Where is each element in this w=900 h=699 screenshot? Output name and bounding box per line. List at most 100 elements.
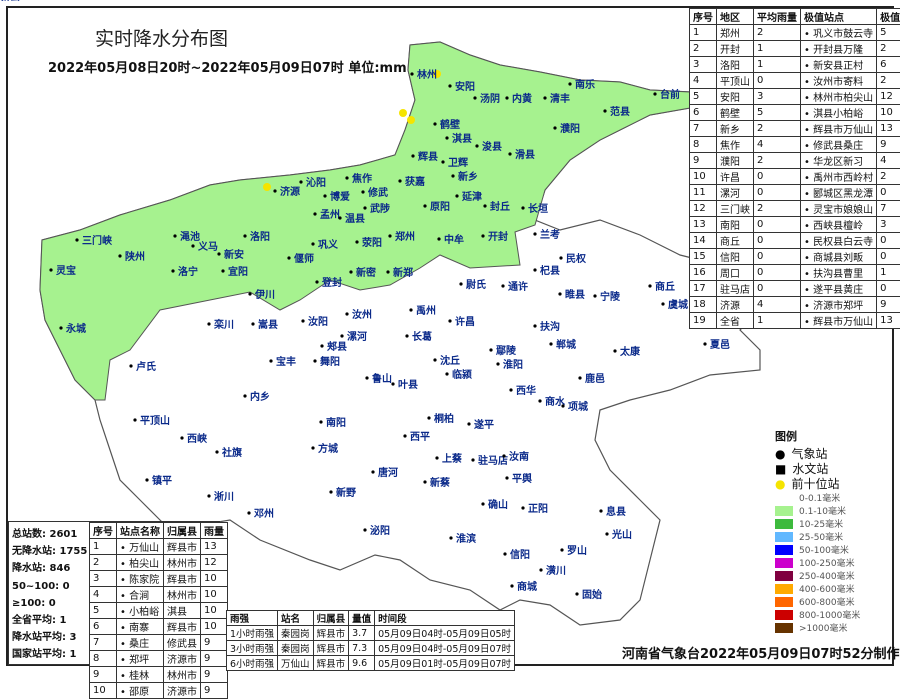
city-label: 渑池 [180, 230, 200, 243]
table-cell: 6 [877, 57, 900, 73]
station-marker [538, 399, 541, 402]
station-marker [315, 280, 318, 283]
station-marker [455, 194, 458, 197]
station-marker [496, 362, 499, 365]
station-marker [481, 502, 484, 505]
city-label: 睢县 [565, 288, 585, 301]
table-cell: 13 [201, 539, 228, 555]
city-label: 汤阴 [480, 92, 500, 105]
square-icon: ■ [775, 462, 786, 476]
table-cell: 6 [90, 619, 117, 635]
table-cell: 济源市 [164, 683, 201, 699]
table-cell: • 万仙山 [117, 539, 164, 555]
table-cell: 13 [690, 217, 717, 233]
station-marker [605, 532, 608, 535]
stat-value: 0 [63, 581, 70, 592]
table-cell: 9.6 [349, 656, 375, 671]
city-label: 原阳 [430, 201, 450, 213]
table-cell: • 灵宝市娘娘山 [801, 201, 877, 217]
station-marker [533, 232, 536, 235]
table-cell: 漯河 [717, 185, 754, 201]
table-cell: 9 [201, 683, 228, 699]
city-label: 范县 [610, 105, 630, 118]
table-cell: 鹤壁 [717, 105, 754, 121]
station-marker [448, 84, 451, 87]
city-label: 南阳 [326, 416, 346, 429]
city-label: 泌阳 [370, 524, 390, 537]
table-cell: 林州市 [164, 667, 201, 683]
table-cell: 辉县市 [164, 539, 201, 555]
table-cell: 9 [201, 651, 228, 667]
city-label: 通许 [508, 280, 528, 293]
table-cell: 9 [877, 297, 900, 313]
station-marker [661, 302, 664, 305]
table-cell: 4 [690, 73, 717, 89]
table-cell: 1 [877, 265, 900, 281]
station-marker [191, 244, 194, 247]
station-marker [451, 174, 454, 177]
table-cell: 3 [690, 57, 717, 73]
table-cell: • 陈家院 [117, 571, 164, 587]
station-marker [445, 372, 448, 375]
stat-value: 3 [69, 632, 76, 643]
table-cell: 10 [201, 587, 228, 603]
table-cell: 平顶山 [717, 73, 754, 89]
table-cell: 0 [877, 185, 900, 201]
city-label: 确山 [488, 498, 508, 511]
station-marker [561, 404, 564, 407]
table-cell: 05月09日04时-05月09日05时 [375, 626, 515, 641]
top-ten-station-marker [407, 116, 415, 124]
station-marker [553, 126, 556, 129]
stat-item: ≥100: 0 [12, 595, 87, 612]
table-cell: 南阳 [717, 217, 754, 233]
table-cell: 10 [90, 683, 117, 699]
table-cell: 10 [877, 105, 900, 121]
table-cell: • 民权县白云寺 [801, 233, 877, 249]
stat-item: 50~100: 0 [12, 578, 87, 595]
table-cell: 05月09日04时-05月09日07时 [375, 641, 515, 656]
stat-value: 1 [69, 649, 76, 660]
table-cell: 焦作 [717, 137, 754, 153]
city-label: 清丰 [550, 92, 570, 105]
station-marker [361, 190, 364, 193]
city-label: 栾川 [213, 318, 234, 331]
legend-color-swatch [775, 623, 793, 633]
legend-color-swatch [775, 571, 793, 581]
table-cell: • 汝州市寄料 [801, 73, 877, 89]
table-cell: 10 [201, 603, 228, 619]
table-cell: 1 [754, 313, 801, 329]
table-cell: 13 [877, 121, 900, 137]
table-cell: 0 [754, 249, 801, 265]
city-label: 正阳 [528, 503, 548, 515]
city-label: 西平 [410, 431, 430, 443]
city-label: 潢川 [546, 564, 566, 577]
table-cell: 2 [877, 169, 900, 185]
station-marker [311, 446, 314, 449]
station-marker [243, 394, 246, 397]
station-marker [613, 349, 616, 352]
table-cell: 新乡 [717, 121, 754, 137]
station-marker [703, 342, 706, 345]
table-cell: 9 [201, 635, 228, 651]
table-cell: 19 [690, 313, 717, 329]
station-marker [329, 490, 332, 493]
city-label: 封丘 [490, 200, 510, 213]
city-label: 商丘 [655, 280, 675, 293]
stat-value: 1755 [59, 546, 87, 557]
station-marker [49, 268, 52, 271]
city-label: 夏邑 [709, 339, 730, 351]
city-label: 中牟 [444, 233, 464, 246]
table-cell: 3.7 [349, 626, 375, 641]
stat-label: 降水站: [12, 563, 46, 574]
table-cell: 12 [877, 89, 900, 105]
table-cell: • 桂林 [117, 667, 164, 683]
